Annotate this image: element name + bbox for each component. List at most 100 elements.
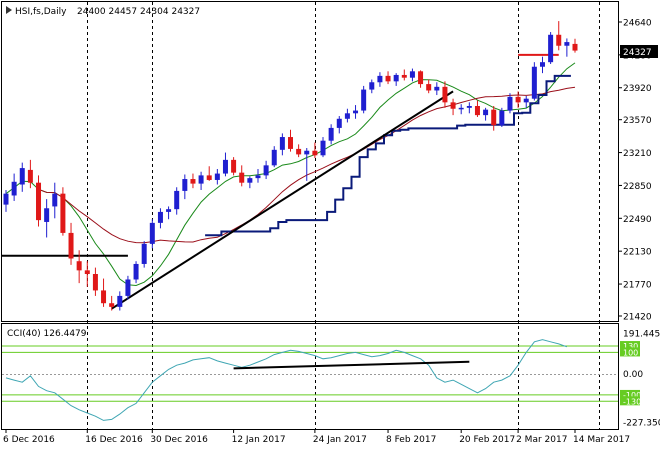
candle-body	[499, 110, 505, 126]
candle-body	[377, 75, 383, 83]
price-tag: 24327	[620, 45, 658, 58]
price-tag-value: 24327	[623, 48, 652, 58]
y-tick-label: 23570	[623, 116, 652, 126]
uptrend-line	[111, 90, 454, 310]
cci-level-badge-label: -100	[623, 391, 641, 400]
candle-body	[3, 193, 9, 205]
candle-body	[466, 106, 472, 108]
y-tick-label: 24640	[623, 19, 652, 29]
candle-body	[385, 75, 391, 82]
candle-body	[247, 178, 253, 183]
candle-body	[44, 208, 50, 222]
candle-body	[336, 118, 342, 128]
candle-body	[174, 190, 180, 210]
candle-body	[52, 193, 58, 207]
candle-body	[222, 159, 228, 174]
price-panel-frame	[1, 1, 619, 322]
ohlc-label: 24400 24457 24304 24327	[77, 7, 200, 17]
y-tick-label: 22490	[623, 215, 652, 225]
candle-body	[133, 263, 139, 280]
candle-body	[296, 148, 302, 155]
candle-body	[483, 109, 489, 116]
candle-body	[190, 179, 196, 184]
candle-body	[564, 42, 570, 46]
moving-average-fast	[5, 62, 576, 287]
x-tick-label: 8 Feb 2017	[386, 435, 436, 445]
candle-body	[369, 82, 375, 90]
candle-body	[556, 34, 562, 46]
candle-body	[328, 127, 334, 141]
candle-body	[572, 43, 578, 51]
candle-body	[157, 211, 163, 223]
candle-body	[255, 175, 261, 179]
candle-body	[214, 173, 220, 180]
candle-body	[288, 137, 293, 149]
cci-level-lines	[2, 345, 618, 402]
cci-level-badge	[620, 396, 640, 406]
candle-body	[206, 175, 212, 180]
candle-body	[76, 261, 82, 271]
candle-body	[507, 96, 513, 111]
candle-body	[182, 179, 188, 191]
candle-body	[198, 175, 204, 184]
candle-body	[36, 182, 42, 221]
candle-body	[27, 169, 33, 183]
candle-body	[442, 86, 448, 103]
candle-body	[361, 89, 367, 111]
x-tick-label: 14 Mar 2017	[573, 435, 630, 445]
cci-scale-label: -227.3501	[623, 419, 660, 429]
candle-body	[231, 159, 237, 173]
candle-body	[320, 140, 326, 156]
cci-level-badge-label: 100	[623, 348, 638, 357]
candle-body	[271, 149, 277, 166]
cci-line	[5, 339, 568, 421]
y-tick-label: 21420	[623, 313, 652, 323]
candle-body	[166, 209, 172, 212]
candle-body	[239, 172, 245, 183]
candle-body	[125, 279, 131, 296]
candle-body	[434, 86, 440, 91]
candle-body	[60, 193, 66, 233]
candle-body	[401, 74, 407, 78]
candle-body	[344, 113, 350, 119]
candle-body	[101, 290, 107, 304]
axis-labels: 2464024280239202357023210228502249022130…	[3, 19, 660, 446]
candle-body	[523, 98, 529, 103]
candle-body	[141, 243, 147, 264]
cci-series	[5, 339, 568, 421]
x-tick-label: 16 Dec 2016	[85, 435, 143, 445]
candle-body	[312, 150, 318, 156]
candle-body	[117, 295, 123, 307]
y-tick-label: 21770	[623, 281, 652, 291]
symbol-label: HSI,fs,Daily	[15, 7, 67, 17]
candle-body	[11, 181, 17, 196]
candle-body	[353, 110, 359, 114]
x-tick-label: 6 Dec 2016	[3, 435, 55, 445]
candle-body	[426, 84, 432, 91]
candle-body	[279, 137, 285, 150]
candle-body	[393, 74, 399, 82]
candle-body	[539, 62, 545, 67]
candle-body	[491, 109, 497, 126]
candle-body	[68, 232, 74, 259]
candle-body	[149, 222, 155, 244]
y-tick-label: 22850	[623, 182, 652, 192]
y-tick-label: 22130	[623, 248, 652, 258]
candle-body	[531, 66, 537, 99]
candle-body	[109, 303, 115, 307]
candle-body	[450, 102, 456, 109]
candle-body	[548, 34, 554, 63]
cci-divergence-line	[233, 360, 470, 370]
cci-scale-label: 0.00	[623, 370, 643, 380]
candle-body	[418, 71, 424, 85]
x-tick-label: 30 Dec 2016	[150, 435, 208, 445]
candle-body	[458, 107, 464, 110]
cci-scale-label: 191.4457	[623, 330, 660, 340]
cci-level-badge	[620, 389, 640, 399]
vertical-separators	[87, 2, 600, 429]
collapse-triangle-icon[interactable]	[6, 6, 12, 14]
cci-level-badge-label: 130	[623, 342, 638, 351]
cci-label: CCI(40) 126.4479	[7, 329, 87, 339]
